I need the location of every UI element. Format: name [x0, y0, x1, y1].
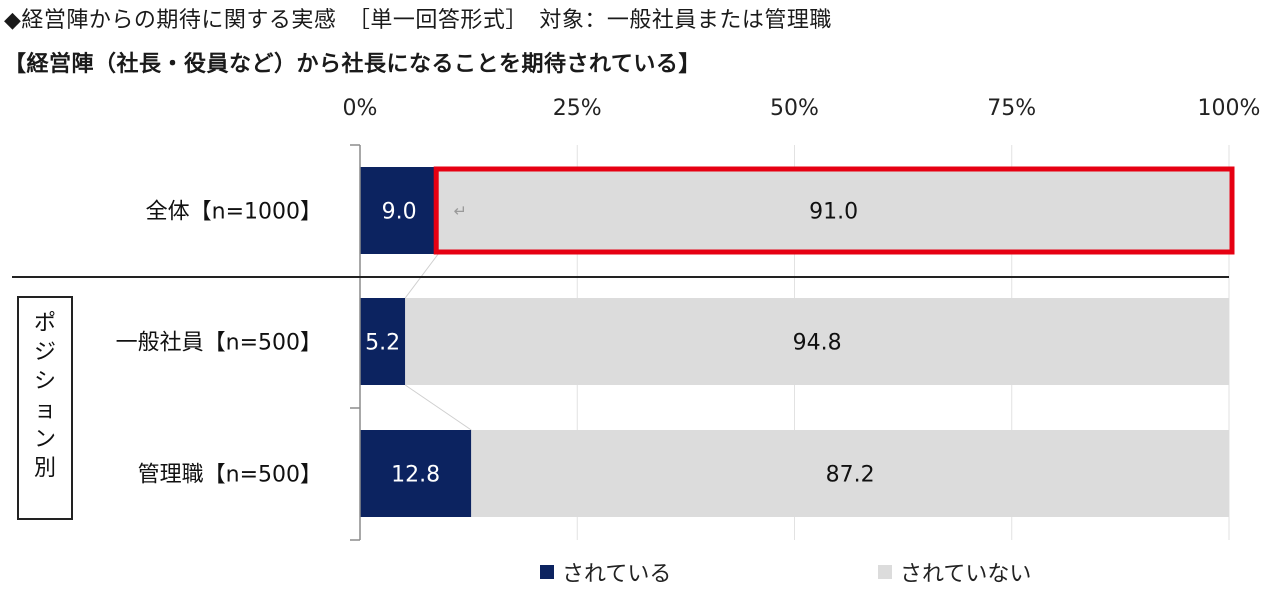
data-label: 91.0 — [809, 200, 858, 225]
group-label-box — [17, 296, 73, 520]
data-label: 94.8 — [793, 331, 842, 356]
data-label: 9.0 — [382, 200, 417, 225]
bar-segment — [438, 167, 1230, 254]
category-label: 管理職【n=500】 — [138, 463, 322, 488]
legend-label: されている — [562, 562, 671, 587]
return-mark-icon: ↵ — [454, 202, 467, 221]
legend-layer: されている されていない — [540, 562, 1031, 587]
legend-swatch — [878, 565, 892, 579]
bar-layer — [360, 167, 1230, 517]
group-label-char: ョ — [34, 398, 56, 423]
category-label: 全体【n=1000】 — [146, 200, 322, 225]
data-label: 5.2 — [365, 331, 400, 356]
legend-swatch — [540, 565, 554, 579]
legend-label: されていない — [900, 562, 1031, 587]
bar-segment — [471, 430, 1229, 517]
bar-segment — [360, 430, 472, 517]
header-line: ◆経営陣からの期待に関する実感 ［単一回答形式］ 対象：一般社員または管理職 — [4, 8, 832, 33]
chart-title: 【経営陣（社長・役員など）から社長になることを期待されている】 — [4, 52, 701, 77]
group-label-char: シ — [34, 369, 56, 394]
label-layer: 9.0 91.0 全体【n=1000】 5.2 94.8 一般社員【n=500】 12.8 8… — [116, 166, 1235, 488]
highlight-box — [433, 166, 1235, 255]
group-label-char: 別 — [34, 456, 56, 481]
series-connector-line — [404, 384, 472, 431]
data-label: 87.2 — [826, 463, 875, 488]
group-label-char: ン — [34, 427, 56, 452]
bar-segment — [405, 298, 1229, 385]
x-tick-label: 50% — [770, 96, 819, 121]
group-label-char: ジ — [34, 340, 56, 365]
x-tick-label: 0% — [343, 96, 378, 121]
x-tick-label: 100% — [1198, 96, 1261, 121]
x-tick-label: 75% — [987, 96, 1036, 121]
data-label: 12.8 — [391, 463, 440, 488]
category-label: 一般社員【n=500】 — [116, 331, 322, 356]
x-tick-label: 25% — [553, 96, 602, 121]
group-label-char: ポ — [34, 311, 56, 336]
bar-segment — [360, 298, 406, 385]
bar-segment — [360, 167, 439, 254]
